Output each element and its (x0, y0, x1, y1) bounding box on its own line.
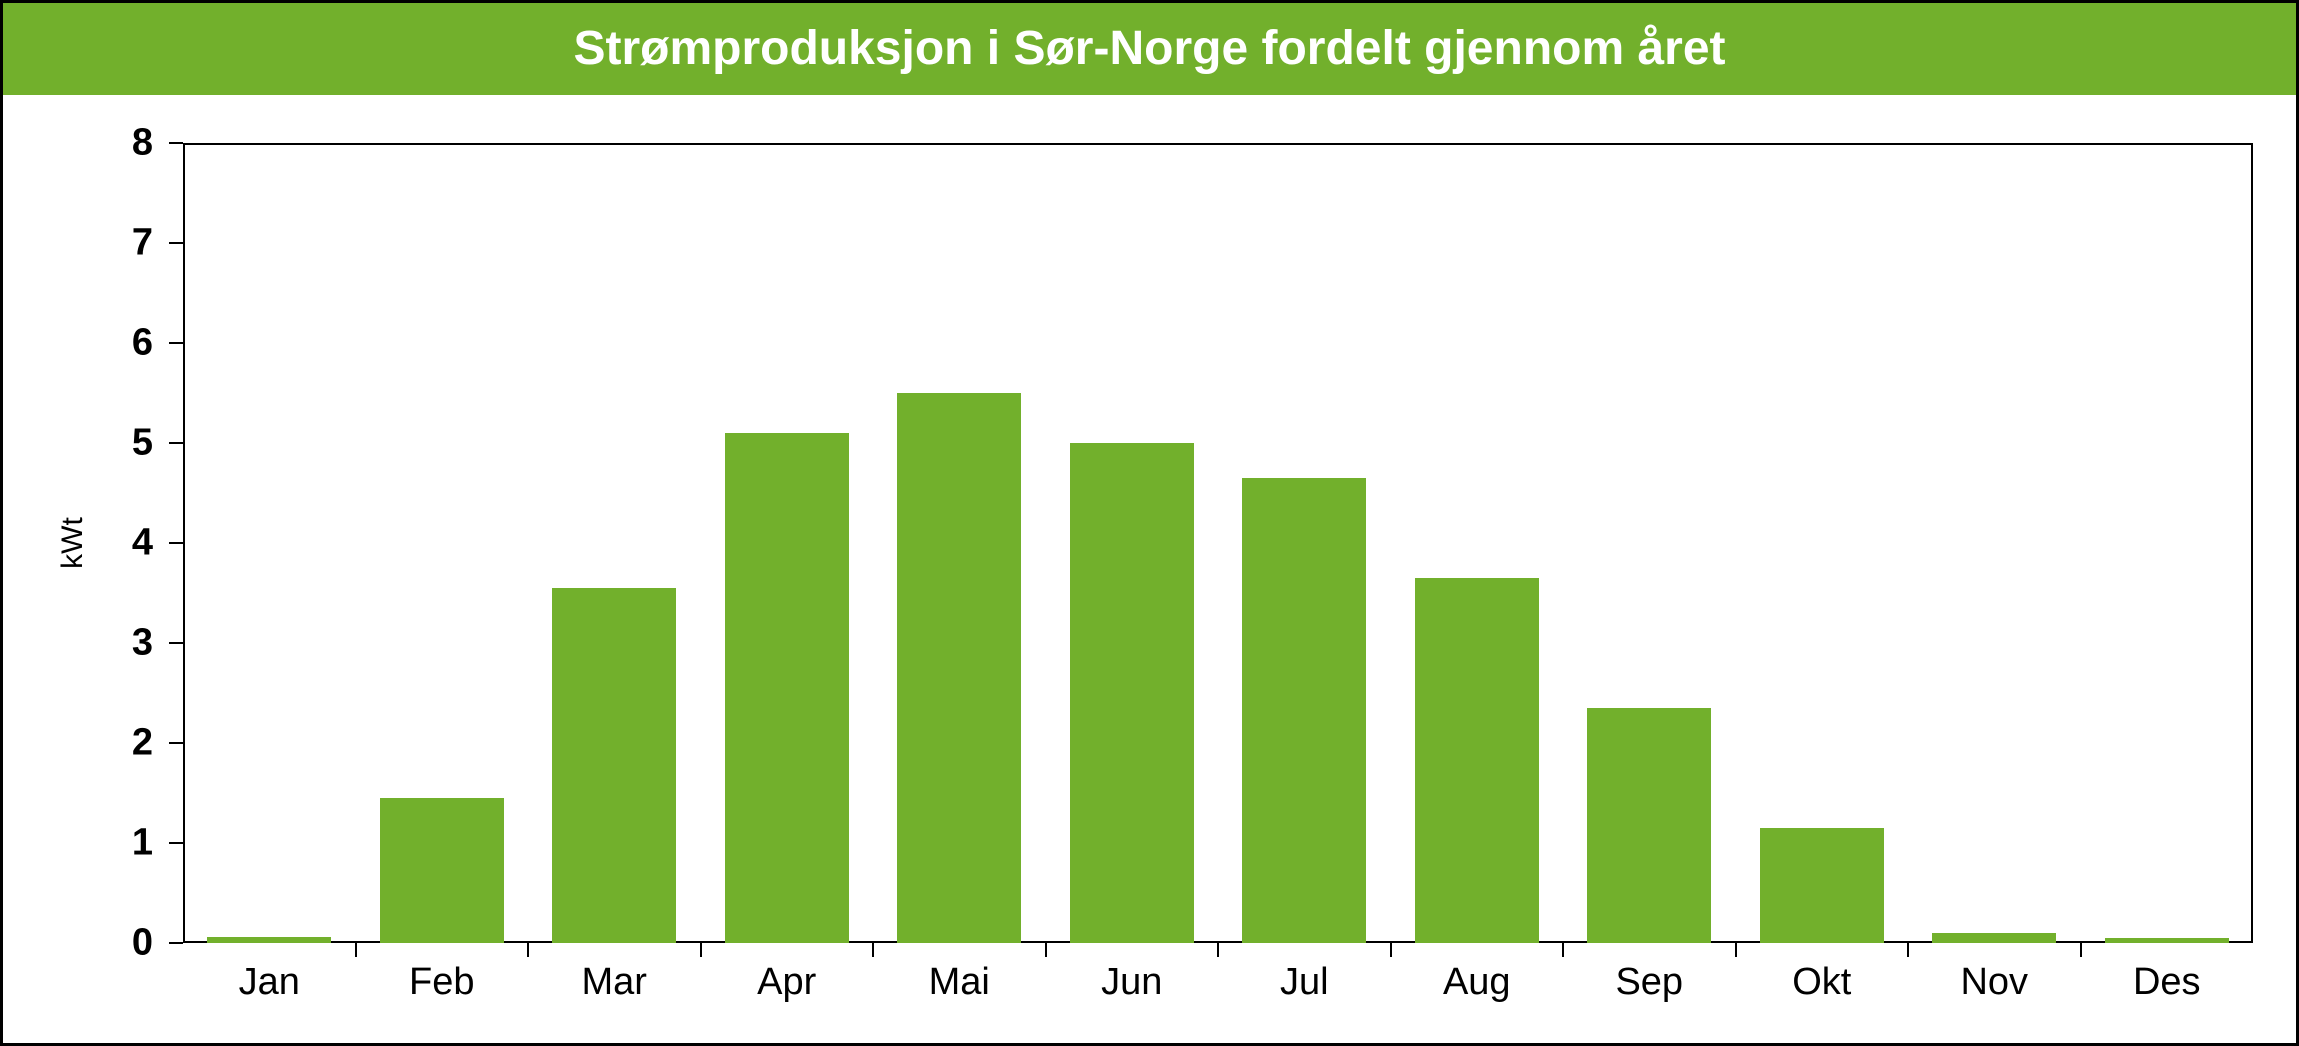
y-tick-label: 4 (93, 522, 153, 565)
y-tick-label: 5 (93, 422, 153, 465)
y-tick-mark (169, 342, 183, 344)
x-tick-label: Jul (1280, 961, 1329, 1004)
bar (552, 588, 676, 943)
x-tick-mark (1562, 943, 1564, 957)
bar (1415, 578, 1539, 943)
chart-container: Strømproduksjon i Sør-Norge fordelt gjen… (0, 0, 2299, 1046)
plot-area: JanFebMarAprMaiJunJulAugSepOktNovDes (183, 143, 2253, 943)
bar (207, 937, 331, 943)
x-tick-mark (1390, 943, 1392, 957)
bar (1932, 933, 2056, 943)
x-tick-label: Nov (1960, 961, 2028, 1004)
bar (1242, 478, 1366, 943)
x-tick-mark (1907, 943, 1909, 957)
y-tick-label: 6 (93, 322, 153, 365)
y-axis-label: kWt (56, 517, 90, 569)
x-tick-label: Mai (929, 961, 990, 1004)
bar (1587, 708, 1711, 943)
x-tick-label: Okt (1792, 961, 1851, 1004)
y-tick-label: 7 (93, 222, 153, 265)
x-tick-label: Mar (582, 961, 647, 1004)
x-tick-mark (355, 943, 357, 957)
bar (725, 433, 849, 943)
y-tick-mark (169, 942, 183, 944)
y-tick-label: 3 (93, 622, 153, 665)
y-tick-label: 2 (93, 722, 153, 765)
x-tick-label: Jun (1101, 961, 1162, 1004)
y-tick-mark (169, 642, 183, 644)
x-tick-label: Des (2133, 961, 2201, 1004)
x-tick-label: Apr (757, 961, 816, 1004)
x-tick-mark (700, 943, 702, 957)
chart-title: Strømproduksjon i Sør-Norge fordelt gjen… (573, 22, 1725, 75)
x-tick-mark (1045, 943, 1047, 957)
y-tick-mark (169, 742, 183, 744)
y-tick-label: 1 (93, 822, 153, 865)
x-tick-mark (2080, 943, 2082, 957)
x-tick-label: Sep (1615, 961, 1683, 1004)
x-tick-label: Aug (1443, 961, 1511, 1004)
y-tick-label: 8 (93, 122, 153, 165)
bar (1760, 828, 1884, 943)
bar (897, 393, 1021, 943)
y-tick-mark (169, 542, 183, 544)
x-tick-mark (1735, 943, 1737, 957)
bar (1070, 443, 1194, 943)
y-tick-label: 0 (93, 922, 153, 965)
y-tick-mark (169, 442, 183, 444)
y-tick-mark (169, 242, 183, 244)
x-tick-label: Feb (409, 961, 474, 1004)
x-tick-mark (527, 943, 529, 957)
x-tick-mark (1217, 943, 1219, 957)
bar (380, 798, 504, 943)
chart-title-bar: Strømproduksjon i Sør-Norge fordelt gjen… (3, 3, 2296, 95)
x-tick-mark (872, 943, 874, 957)
bar (2105, 938, 2229, 943)
x-tick-label: Jan (239, 961, 300, 1004)
y-tick-mark (169, 142, 183, 144)
y-tick-mark (169, 842, 183, 844)
